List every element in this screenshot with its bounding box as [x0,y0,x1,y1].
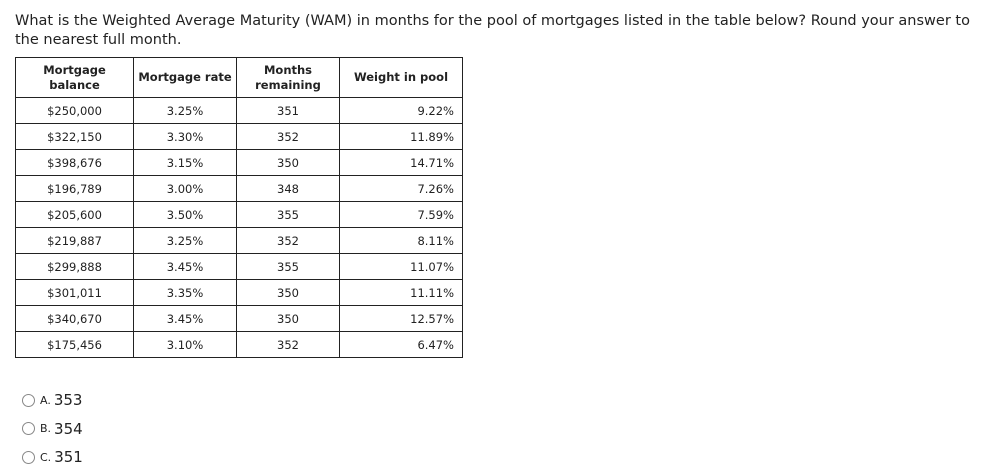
table-cell: 350 [236,305,340,332]
table-cell: $398,676 [15,149,134,176]
table-cell: 11.11% [339,279,463,306]
table-cell: 3.25% [133,227,237,254]
table-cell: 12.57% [339,305,463,332]
table-cell: 355 [236,201,340,228]
answer-option[interactable]: B. 354 [22,415,83,444]
table-cell: 350 [236,279,340,306]
table-cell: 352 [236,123,340,150]
table-cell: 14.71% [339,149,463,176]
table-cell: $322,150 [15,123,134,150]
table-row: $196,789 3.00% 348 7.26% [15,175,463,202]
table-cell: 3.50% [133,201,237,228]
table-cell: 11.07% [339,253,463,280]
table-cell: 3.00% [133,175,237,202]
table-cell: $196,789 [15,175,134,202]
table-cell: 3.35% [133,279,237,306]
table-cell: $340,670 [15,305,134,332]
column-header: Mortgage balance [15,57,134,98]
answer-option[interactable]: C. 351 [22,443,83,472]
column-header: Mortgage rate [133,57,237,98]
table-cell: 350 [236,149,340,176]
table-cell: 352 [236,227,340,254]
column-header: Weight in pool [339,57,463,98]
table-cell: 3.25% [133,97,237,124]
table-cell: $175,456 [15,331,134,358]
table-cell: 3.30% [133,123,237,150]
table-cell: 351 [236,97,340,124]
option-value: 354 [54,419,83,438]
radio-button[interactable] [22,393,35,407]
table-row: $299,888 3.45% 355 11.07% [15,253,463,280]
radio-button[interactable] [22,450,35,464]
table-cell: 9.22% [339,97,463,124]
table-cell: 3.15% [133,149,237,176]
table-row: $250,000 3.25% 351 9.22% [15,97,463,124]
table-cell: $301,011 [15,279,134,306]
table-row: $340,670 3.45% 350 12.57% [15,305,463,332]
table-row: $175,456 3.10% 352 6.47% [15,331,463,358]
table-cell: 11.89% [339,123,463,150]
option-value: 353 [53,391,83,410]
option-letter: C. [40,450,52,464]
table-row: $398,676 3.15% 350 14.71% [15,149,463,176]
table-cell: 352 [236,331,340,358]
table-cell: 3.10% [133,331,237,358]
answer-option[interactable]: A. 353 [22,386,83,415]
option-letter: A. [40,393,51,407]
table-cell: $299,888 [15,253,134,280]
table-cell: 355 [236,253,340,280]
table-cell: 8.11% [339,227,463,254]
option-value: 351 [54,448,83,467]
radio-button[interactable] [22,422,35,436]
table-cell: 3.45% [133,253,237,280]
table-row: $205,600 3.50% 355 7.59% [15,201,463,228]
mortgage-table: Mortgage balance Mortgage rate Months rema… [15,57,463,358]
option-letter: B. [40,422,52,436]
answer-options: A. 353 B. 354 C. 351 [22,386,83,472]
table-cell: 7.59% [339,201,463,228]
question-text: What is the Weighted Average Maturity (W… [15,13,970,48]
table-cell: 7.26% [339,175,463,202]
table-row: $301,011 3.35% 350 11.11% [15,279,463,306]
table-row: $322,150 3.30% 352 11.89% [15,123,463,150]
table-cell: 3.45% [133,305,237,332]
table-cell: 348 [236,175,340,202]
table-cell: $205,600 [15,201,134,228]
table-cell: $219,887 [15,227,134,254]
table-row: $219,887 3.25% 352 8.11% [15,227,463,254]
column-header: Months remaining [236,57,340,98]
table-cell: $250,000 [15,97,134,124]
table-cell: 6.47% [339,331,463,358]
